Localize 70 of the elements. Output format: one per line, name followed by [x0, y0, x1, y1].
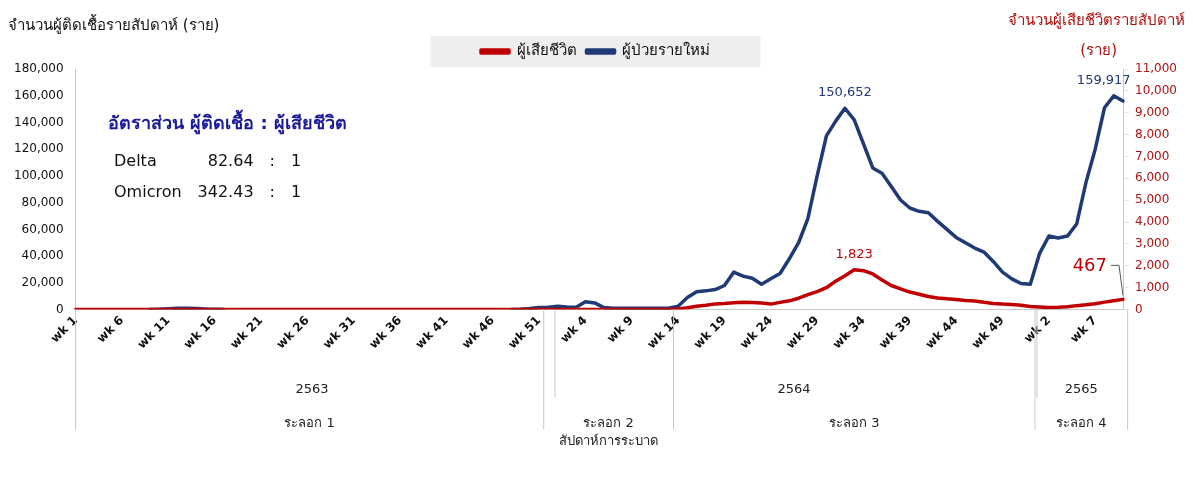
y2-tick-label: 1,000: [1135, 279, 1170, 294]
text: ระลอก 4: [1056, 414, 1107, 430]
legend-label: ผู้เสียชีวิต: [516, 41, 577, 60]
legend-label: ผู้ป่วยรายใหม่: [622, 41, 710, 60]
y2-tick-label: 3,000: [1135, 236, 1170, 251]
y-tick-label: 140,000: [14, 114, 64, 129]
x-tick-label: wk 31: [319, 313, 359, 352]
x-tick-label: wk 4: [557, 313, 590, 346]
annotation: 1: [289, 150, 303, 172]
x-tick-label: wk 51: [505, 313, 544, 352]
x-tick-label: wk 29: [783, 313, 822, 352]
y-axis-title: จำนวนผู้ติดเชื้อรายสัปดาห์ (ราย): [8, 14, 220, 34]
x-tick-label: wk 24: [736, 313, 776, 352]
annotation: อัตราส่วน ผู้ติดเชื้อ : ผู้เสียชีวิต: [108, 108, 347, 137]
x-tick-label: wk 1: [47, 313, 80, 346]
data-label: 150,652: [818, 84, 872, 100]
y2-tick-label: 8,000: [1135, 126, 1170, 141]
annotation: :: [268, 181, 276, 203]
data-label: 159,917: [1076, 71, 1131, 87]
annotation: Delta: [113, 150, 158, 172]
y2-tick-label: 11,000: [1135, 61, 1178, 76]
x-tick-label: wk 49: [968, 313, 1007, 352]
y-tick-label: 120,000: [14, 141, 64, 156]
y-tick-label: 100,000: [14, 168, 64, 183]
y2-tick-label: 7,000: [1135, 148, 1170, 163]
y2-tick-label: 2,000: [1135, 257, 1170, 272]
annotation: 342.43: [196, 181, 255, 203]
text: สัปดาห์การระบาด: [559, 432, 659, 448]
y-tick-label: 180,000: [14, 61, 64, 76]
x-tick-label: wk 21: [227, 313, 266, 352]
annotation: :: [268, 150, 276, 172]
x-tick-label: wk 11: [134, 313, 173, 352]
x-tick-label: wk 19: [690, 313, 729, 352]
data-label: 1,823: [835, 245, 873, 261]
y-tick-label: 160,000: [14, 87, 64, 102]
y2-tick-label: 0: [1135, 301, 1143, 316]
text: ระลอก 1: [284, 414, 335, 430]
text: 2563: [295, 380, 329, 396]
annotation: Omicron: [113, 181, 183, 203]
x-tick-label: wk 39: [876, 313, 915, 352]
x-tick-label: wk 14: [644, 313, 683, 352]
x-tick-label: wk 44: [922, 313, 961, 352]
x-tick-label: wk 2: [1020, 313, 1054, 346]
x-tick-label: wk 16: [180, 313, 219, 352]
text: 2565: [1064, 380, 1098, 396]
y-tick-label: 20,000: [21, 274, 64, 289]
x-tick-label: wk 41: [412, 313, 451, 352]
annotation: 82.64: [206, 150, 255, 172]
x-tick-label: wk 9: [603, 313, 637, 346]
annotation: 1: [289, 181, 303, 203]
y2-axis-title: จำนวนผู้เสียชีวิตรายสัปดาห์ (ราย): [1008, 11, 1185, 59]
y-tick-label: 60,000: [21, 221, 64, 236]
x-tick-label: wk 7: [1067, 313, 1100, 346]
y2-tick-label: 10,000: [1135, 83, 1178, 97]
data-label: 467: [1072, 254, 1108, 276]
x-tick-label: wk 36: [366, 313, 405, 352]
y-tick-label: 80,000: [21, 194, 64, 209]
text: ระลอก 2: [583, 414, 634, 430]
x-tick-label: wk 46: [458, 313, 498, 352]
y-tick-label: 0: [55, 301, 64, 316]
y2-tick-label: 4,000: [1135, 214, 1170, 229]
y-tick-label: 40,000: [21, 248, 64, 263]
text: 2564: [777, 380, 811, 396]
x-tick-label: wk 6: [94, 313, 127, 346]
y2-tick-label: 6,000: [1135, 170, 1170, 185]
y2-tick-label: 5,000: [1135, 192, 1170, 207]
text: ระลอก 3: [829, 414, 880, 430]
y2-tick-label: 9,000: [1135, 104, 1170, 119]
x-tick-label: wk 26: [273, 313, 312, 352]
x-tick-label: wk 34: [829, 313, 868, 352]
